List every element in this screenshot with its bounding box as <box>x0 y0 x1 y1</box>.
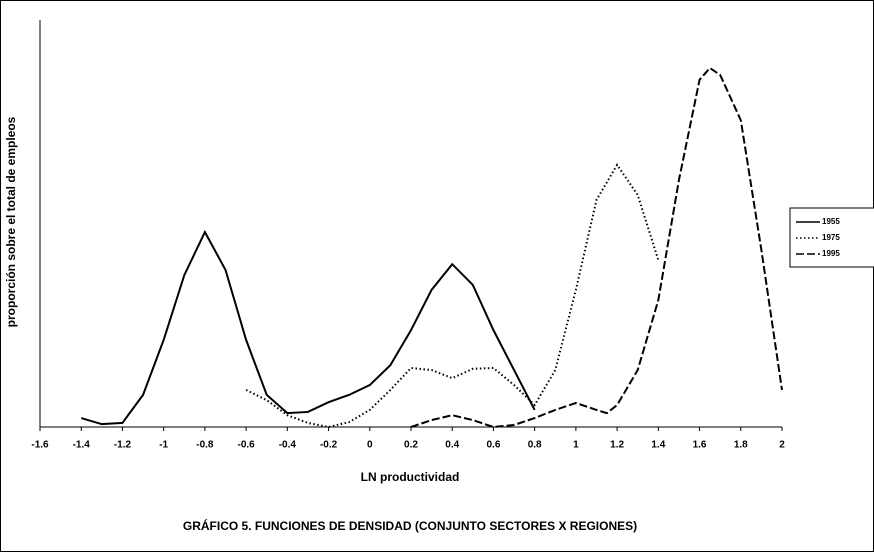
legend-label: 1995 <box>822 249 840 258</box>
legend-label: 1975 <box>822 233 840 242</box>
x-tick-label: 1.6 <box>693 440 707 451</box>
x-tick-label: -1 <box>159 440 168 451</box>
x-tick-label: 1.4 <box>651 440 665 451</box>
x-tick-label: 1 <box>573 440 579 451</box>
legend-label: 1955 <box>822 217 840 226</box>
chart-title: GRÁFICO 5. FUNCIONES DE DENSIDAD (CONJUN… <box>183 518 637 533</box>
x-tick-label: -0.4 <box>279 440 297 451</box>
x-tick-label: 0.6 <box>486 440 500 451</box>
series-line <box>245 163 660 429</box>
x-tick-label: 0.2 <box>404 440 418 451</box>
x-tick-label: 0 <box>367 440 373 451</box>
x-tick-label: 1.8 <box>734 440 748 451</box>
x-tick-label: 1.2 <box>610 440 624 451</box>
series-line <box>410 66 783 429</box>
x-tick-label: 0.4 <box>445 440 459 451</box>
series-line <box>80 229 536 426</box>
x-tick-label: -0.2 <box>320 440 338 451</box>
x-tick-label: -1.4 <box>73 440 91 451</box>
x-tick-label: -1.6 <box>31 440 49 451</box>
x-tick-label: -0.6 <box>237 440 255 451</box>
x-tick-label: -0.8 <box>196 440 214 451</box>
x-tick-label: 0.8 <box>528 440 542 451</box>
x-axis-label: LN productividad <box>361 470 460 484</box>
x-tick-label: -1.2 <box>114 440 132 451</box>
x-tick-label: 2 <box>779 440 785 451</box>
y-axis-label: proporción sobre el total de empleos <box>4 116 18 327</box>
